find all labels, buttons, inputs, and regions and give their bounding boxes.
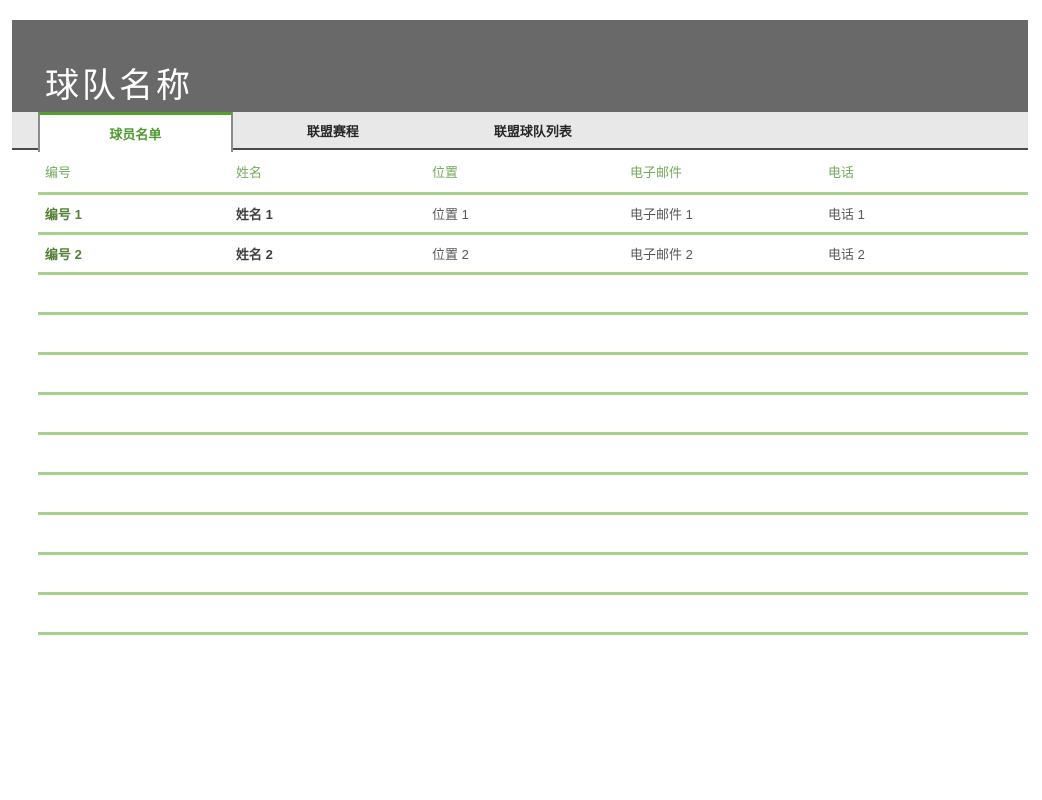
sheet-tab-bar: 球员名单 联盟赛程 联盟球队列表 [12, 112, 1028, 152]
empty-table-row[interactable] [38, 595, 1028, 635]
cell-email[interactable]: 电子邮件 2 [630, 247, 693, 262]
empty-table-row[interactable] [38, 355, 1028, 395]
column-header-position[interactable]: 位置 [432, 164, 459, 180]
cell-number[interactable]: 编号 2 [45, 247, 82, 262]
roster-table: 编号 姓名 位置 电子邮件 电话 编号 1 姓名 1 位置 1 电子邮件 1 电… [38, 150, 1028, 635]
table-row: 编号 1 姓名 1 位置 1 电子邮件 1 电话 1 [38, 195, 1028, 235]
worksheet: 球队名称 球员名单 联盟赛程 联盟球队列表 编号 姓名 位置 电子邮件 电话 编… [12, 20, 1028, 635]
empty-table-row[interactable] [38, 395, 1028, 435]
tab-label: 联盟球队列表 [493, 123, 572, 139]
column-header-phone[interactable]: 电话 [828, 164, 855, 180]
empty-table-row[interactable] [38, 555, 1028, 595]
cell-number[interactable]: 编号 1 [45, 207, 82, 222]
tab-league-schedule[interactable]: 联盟赛程 [233, 112, 433, 148]
team-name-banner: 球队名称 [12, 20, 1028, 112]
table-header-row: 编号 姓名 位置 电子邮件 电话 [38, 150, 1028, 195]
empty-table-row[interactable] [38, 275, 1028, 315]
tab-league-teams-list[interactable]: 联盟球队列表 [433, 112, 633, 148]
cell-phone[interactable]: 电话 1 [828, 207, 865, 222]
empty-table-row[interactable] [38, 515, 1028, 555]
empty-table-row[interactable] [38, 475, 1028, 515]
empty-table-row[interactable] [38, 315, 1028, 355]
column-header-email[interactable]: 电子邮件 [630, 164, 683, 180]
tab-label: 球员名单 [109, 127, 162, 142]
table-row: 编号 2 姓名 2 位置 2 电子邮件 2 电话 2 [38, 235, 1028, 275]
column-header-name[interactable]: 姓名 [236, 164, 263, 180]
cell-phone[interactable]: 电话 2 [828, 247, 865, 262]
cell-name[interactable]: 姓名 1 [236, 207, 273, 222]
tab-bar-left-stub [12, 112, 38, 148]
cell-position[interactable]: 位置 2 [432, 247, 469, 262]
cell-name[interactable]: 姓名 2 [236, 247, 273, 262]
tab-label: 联盟赛程 [306, 123, 359, 139]
team-name-title[interactable]: 球队名称 [45, 66, 193, 105]
empty-rows-container [38, 275, 1028, 635]
empty-table-row[interactable] [38, 435, 1028, 475]
tab-player-roster[interactable]: 球员名单 [38, 112, 233, 152]
column-header-number[interactable]: 编号 [45, 164, 72, 180]
cell-email[interactable]: 电子邮件 1 [630, 207, 693, 222]
cell-position[interactable]: 位置 1 [432, 207, 469, 222]
